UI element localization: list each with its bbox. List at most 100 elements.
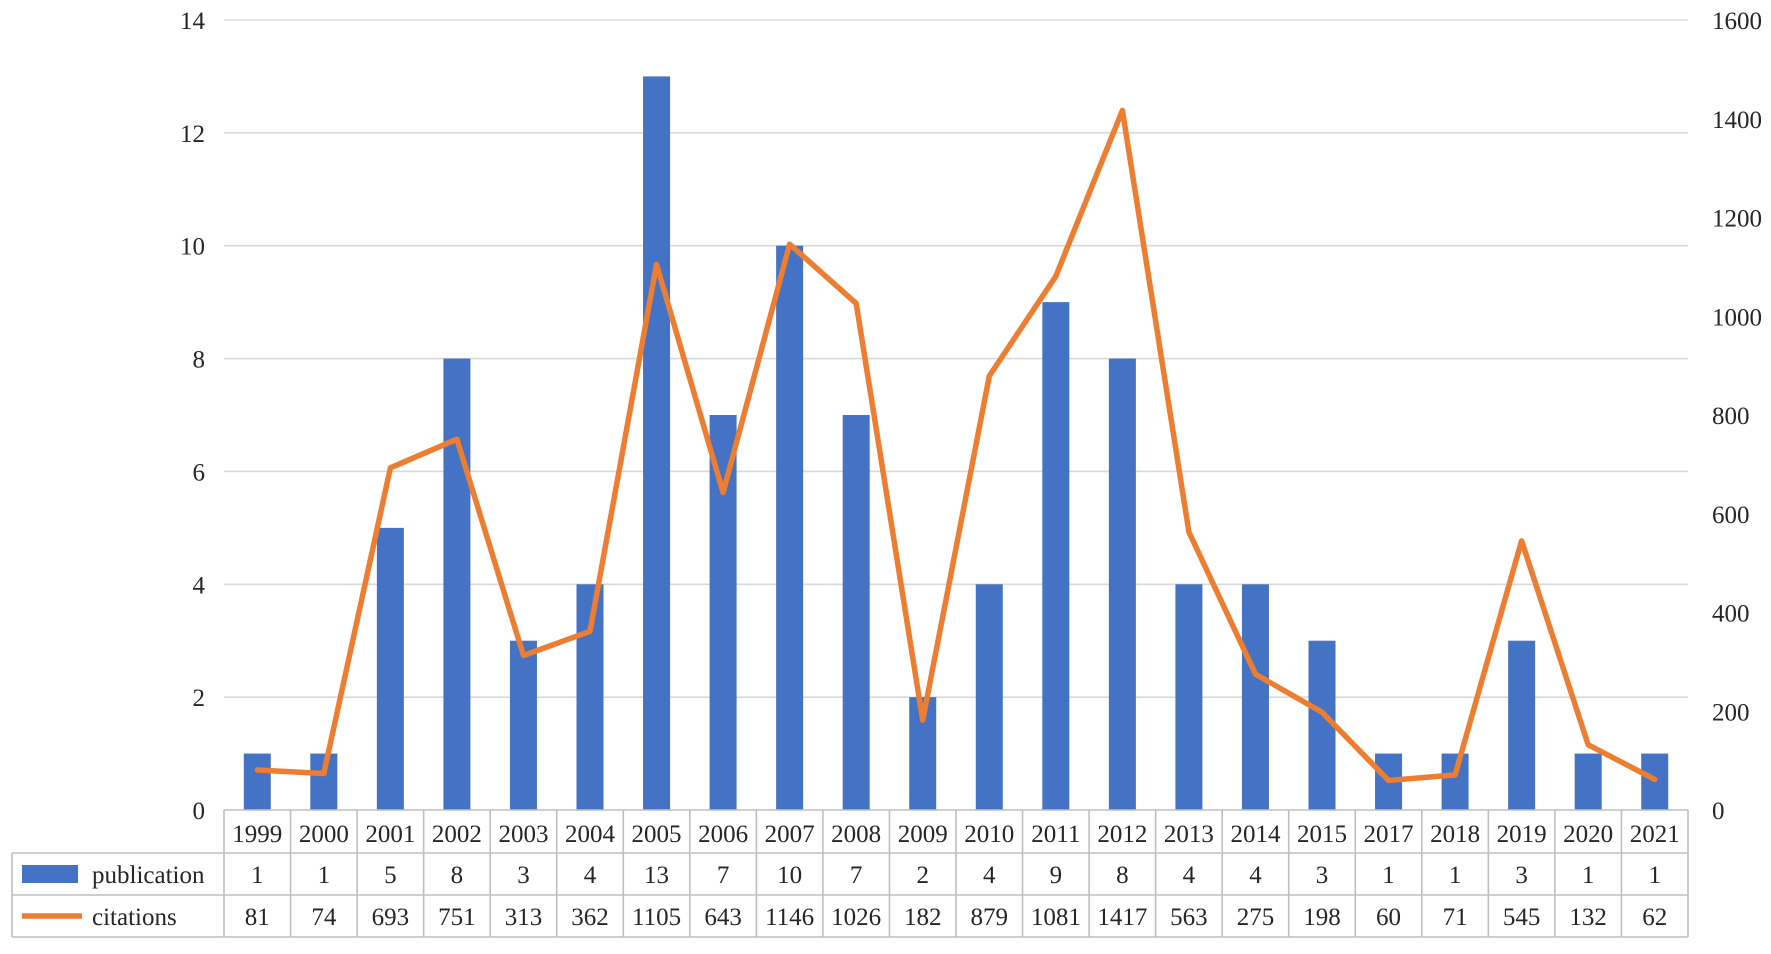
table-cell-publication: 7 xyxy=(717,862,730,889)
x-tick-label: 2005 xyxy=(632,821,682,848)
table-cell-publication: 9 xyxy=(1050,862,1063,889)
bar-publication-2003 xyxy=(510,641,537,810)
legend-label-citations: citations xyxy=(92,904,177,931)
table-cell-citations: 60 xyxy=(1376,904,1401,931)
bar-publication-2005 xyxy=(643,76,670,810)
table-cell-citations: 275 xyxy=(1237,904,1275,931)
right-tick-label: 1000 xyxy=(1712,304,1762,331)
x-tick-label: 2002 xyxy=(432,821,482,848)
bar-publication-2001 xyxy=(377,528,404,810)
x-tick-label: 2010 xyxy=(964,821,1014,848)
table-cell-citations: 313 xyxy=(505,904,543,931)
x-tick-label: 2014 xyxy=(1230,821,1281,848)
x-tick-label: 2019 xyxy=(1497,821,1547,848)
table-cell-publication: 1 xyxy=(1582,862,1595,889)
table-cell-publication: 3 xyxy=(517,862,530,889)
x-tick-label: 2020 xyxy=(1563,821,1613,848)
left-tick-label: 14 xyxy=(180,8,206,35)
x-tick-label: 2018 xyxy=(1430,821,1480,848)
x-tick-label: 1999 xyxy=(232,821,282,848)
table-cell-publication: 3 xyxy=(1515,862,1528,889)
left-tick-label: 12 xyxy=(180,121,205,148)
x-tick-label: 2006 xyxy=(698,821,748,848)
x-tick-label: 2013 xyxy=(1164,821,1214,848)
left-tick-label: 8 xyxy=(193,347,206,374)
table-cell-publication: 4 xyxy=(1249,862,1262,889)
bar-publication-2007 xyxy=(776,246,803,810)
left-tick-label: 0 xyxy=(193,798,206,825)
left-tick-label: 6 xyxy=(193,459,206,486)
bar-publication-2013 xyxy=(1175,584,1202,810)
x-tick-label: 2007 xyxy=(765,821,815,848)
left-tick-label: 2 xyxy=(193,685,206,712)
table-cell-citations: 1417 xyxy=(1097,904,1147,931)
right-tick-label: 1400 xyxy=(1712,107,1762,134)
bar-publication-2014 xyxy=(1242,584,1269,810)
table-cell-citations: 879 xyxy=(971,904,1009,931)
right-tick-label: 1600 xyxy=(1712,8,1762,35)
table-cell-citations: 81 xyxy=(245,904,270,931)
table-cell-publication: 1 xyxy=(1382,862,1395,889)
table-cell-citations: 751 xyxy=(438,904,476,931)
table-cell-citations: 545 xyxy=(1503,904,1541,931)
right-tick-label: 600 xyxy=(1712,502,1750,529)
table-cell-citations: 1026 xyxy=(831,904,881,931)
bar-publication-1999 xyxy=(244,754,271,810)
table-cell-publication: 4 xyxy=(983,862,996,889)
table-cell-citations: 693 xyxy=(372,904,410,931)
bar-publication-2020 xyxy=(1575,754,1602,810)
x-tick-label: 2001 xyxy=(365,821,415,848)
table-cell-publication: 13 xyxy=(644,862,669,889)
bar-publication-2012 xyxy=(1109,359,1136,810)
table-cell-publication: 5 xyxy=(384,862,397,889)
bar-publication-2002 xyxy=(443,359,470,810)
bar-publication-2019 xyxy=(1508,641,1535,810)
bar-publication-2018 xyxy=(1442,754,1469,810)
table-cell-citations: 182 xyxy=(904,904,942,931)
x-tick-label: 2011 xyxy=(1031,821,1080,848)
table-cell-publication: 10 xyxy=(777,862,802,889)
table-cell-publication: 4 xyxy=(584,862,597,889)
table-cell-publication: 1 xyxy=(251,862,264,889)
right-tick-label: 0 xyxy=(1712,798,1725,825)
table-cell-citations: 1146 xyxy=(765,904,814,931)
table-cell-publication: 8 xyxy=(451,862,464,889)
right-tick-label: 1200 xyxy=(1712,206,1762,233)
x-tick-label: 2012 xyxy=(1097,821,1147,848)
table-cell-citations: 198 xyxy=(1303,904,1341,931)
table-cell-citations: 1105 xyxy=(632,904,681,931)
x-tick-label: 2015 xyxy=(1297,821,1347,848)
table-cell-publication: 8 xyxy=(1116,862,1129,889)
table-cell-citations: 62 xyxy=(1642,904,1667,931)
table-cell-publication: 2 xyxy=(916,862,929,889)
left-tick-label: 10 xyxy=(180,234,205,261)
x-tick-label: 2000 xyxy=(299,821,349,848)
table-cell-publication: 1 xyxy=(1648,862,1661,889)
x-tick-label: 2003 xyxy=(498,821,548,848)
table-cell-publication: 3 xyxy=(1316,862,1329,889)
table-cell-citations: 563 xyxy=(1170,904,1208,931)
table-cell-citations: 71 xyxy=(1443,904,1468,931)
bar-publication-2006 xyxy=(710,415,737,810)
table-cell-citations: 1081 xyxy=(1031,904,1081,931)
table-cell-publication: 7 xyxy=(850,862,863,889)
right-tick-label: 400 xyxy=(1712,601,1750,628)
bar-publication-2008 xyxy=(843,415,870,810)
left-tick-label: 4 xyxy=(193,572,206,599)
bar-publication-2010 xyxy=(976,584,1003,810)
legend-swatch-publication xyxy=(22,865,78,883)
table-cell-publication: 1 xyxy=(318,862,331,889)
table-cell-publication: 1 xyxy=(1449,862,1462,889)
x-tick-label: 2009 xyxy=(898,821,948,848)
bar-publication-2011 xyxy=(1042,302,1069,810)
x-tick-label: 2021 xyxy=(1630,821,1680,848)
table-cell-publication: 4 xyxy=(1183,862,1196,889)
x-tick-label: 2017 xyxy=(1364,821,1414,848)
left-y-axis: 0 2 4 6 8 10 12 14 xyxy=(180,8,206,825)
table-cell-citations: 74 xyxy=(311,904,337,931)
right-tick-label: 800 xyxy=(1712,403,1750,430)
